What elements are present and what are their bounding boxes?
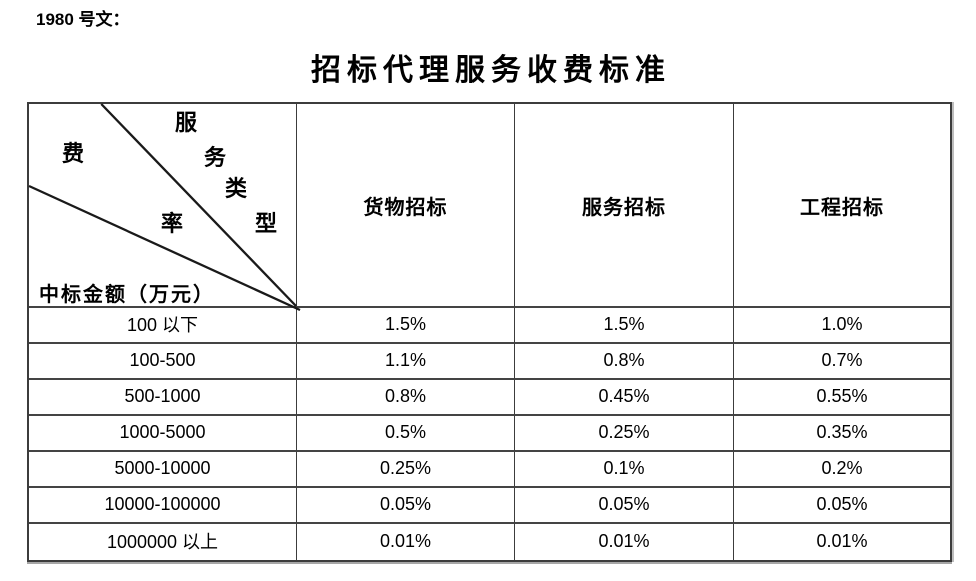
page-title: 招标代理服务收费标准 bbox=[311, 54, 671, 87]
fee-value-cell: 0.8% bbox=[515, 344, 734, 380]
fee-rate-char-2: 率 bbox=[161, 211, 184, 236]
fee-value-cell: 0.05% bbox=[734, 488, 950, 524]
row-label-cell: 1000000 以上 bbox=[29, 524, 297, 560]
amount-axis-label: 中标金额（万元） bbox=[39, 284, 215, 306]
column-header-goods: 货物招标 bbox=[297, 104, 515, 308]
row-label-cell: 500-1000 bbox=[29, 380, 297, 416]
fee-value-cell: 1.1% bbox=[297, 344, 515, 380]
fee-value-cell: 0.01% bbox=[515, 524, 734, 560]
fee-value-cell: 0.2% bbox=[734, 452, 950, 488]
fee-value-cell: 0.01% bbox=[297, 524, 515, 560]
service-type-char-4: 型 bbox=[255, 211, 278, 236]
diagonal-lines bbox=[28, 103, 301, 312]
fee-value-cell: 0.25% bbox=[515, 416, 734, 452]
fee-value-cell: 0.5% bbox=[297, 416, 515, 452]
fee-value-cell: 0.55% bbox=[734, 380, 950, 416]
fee-value-cell: 0.25% bbox=[297, 452, 515, 488]
row-label-cell: 100-500 bbox=[29, 344, 297, 380]
fee-value-cell: 0.05% bbox=[515, 488, 734, 524]
corner-header-cell: 服 务 类 型 费 率 中标金额（万元） bbox=[28, 103, 301, 312]
fee-value-cell: 0.7% bbox=[734, 344, 950, 380]
column-header-service: 服务招标 bbox=[515, 104, 734, 308]
fee-value-cell: 0.01% bbox=[816, 530, 868, 551]
fee-value-cell: 0.05% bbox=[297, 488, 515, 524]
row-label-cell: 100 以下 bbox=[29, 308, 297, 344]
fee-value-cell: 0.1% bbox=[515, 452, 734, 488]
row-label-cell: 5000-10000 bbox=[29, 452, 297, 488]
fee-value-cell: 0.8% bbox=[297, 380, 515, 416]
service-type-char-1: 服 bbox=[175, 110, 198, 135]
diagonal-line-upper bbox=[100, 103, 297, 307]
diagonal-line-lower bbox=[28, 184, 301, 312]
doc-number: 1980 号文： bbox=[36, 10, 130, 29]
service-type-char-3: 类 bbox=[225, 176, 248, 201]
row-label-cell: 1000-5000 bbox=[29, 416, 297, 452]
fee-value-cell: 1.0% bbox=[734, 308, 950, 344]
fee-value-cell: 0.45% bbox=[515, 380, 734, 416]
fee-value-cell: 1.5% bbox=[515, 308, 734, 344]
fee-table: 服 务 类 型 费 率 中标金额（万元） 货物招标 服务招标 工程招标 100 … bbox=[27, 102, 952, 562]
row-label-cell: 10000-100000 bbox=[29, 488, 297, 524]
column-header-engineering: 工程招标 bbox=[734, 104, 950, 308]
fee-value-cell: 0.35% bbox=[734, 416, 950, 452]
fee-value-cell: 1.5% bbox=[297, 308, 515, 344]
fee-rate-char-1: 费 bbox=[62, 141, 85, 166]
service-type-char-2: 务 bbox=[204, 145, 227, 170]
